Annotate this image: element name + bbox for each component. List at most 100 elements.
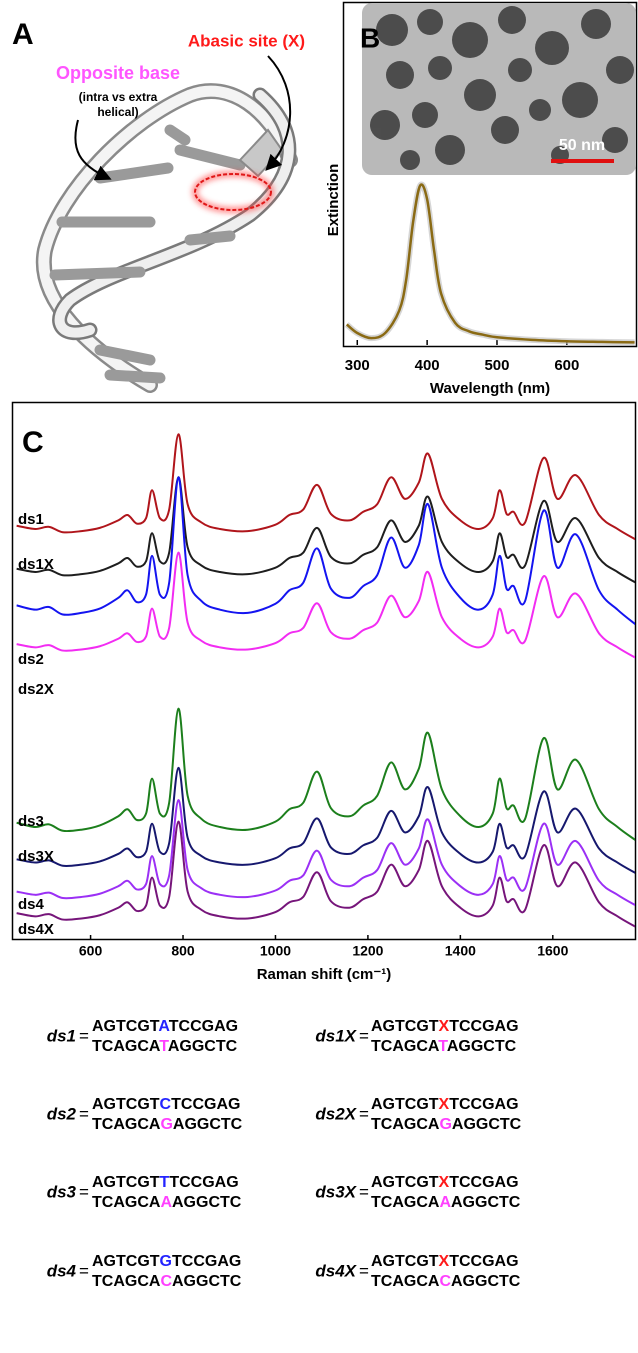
- strand-part: TCCGAG: [171, 1096, 240, 1113]
- strand-part: TCAGCA: [371, 1116, 440, 1133]
- series-label: ds4: [18, 896, 45, 913]
- panel-label: C: [22, 426, 44, 459]
- series-line: [16, 433, 635, 541]
- strand-part: TCCGAG: [449, 1174, 518, 1191]
- strand: AGTCGTXTCCGAG: [371, 1174, 519, 1191]
- dna-illustration: [35, 55, 298, 393]
- line-shadow: [344, 181, 635, 346]
- strand-part: AGTCGT: [371, 1174, 439, 1191]
- strand: TCAGCAAAGGCTC: [371, 1194, 521, 1211]
- strand-part: TCAGCA: [92, 1273, 161, 1290]
- x-tick-label: 500: [484, 357, 509, 374]
- x-tick-label: 1400: [445, 943, 476, 959]
- series-line: [16, 707, 635, 841]
- series-label: ds4X: [18, 921, 54, 938]
- equals-sign: =: [359, 1261, 369, 1280]
- x-axis-title: Wavelength (nm): [430, 380, 550, 397]
- sequence-name: ds3X: [315, 1182, 357, 1201]
- annotation: Opposite base: [56, 63, 180, 83]
- strand-part: AGGCTC: [172, 1273, 242, 1290]
- strand-part: A: [439, 1194, 451, 1211]
- series-label: ds1X: [18, 556, 54, 573]
- strand-part: AGTCGT: [92, 1018, 160, 1035]
- series-line: [16, 476, 635, 584]
- panel-label: A: [12, 18, 34, 51]
- strand-part: AGTCGT: [371, 1018, 439, 1035]
- strand-part: AGGCTC: [168, 1038, 238, 1055]
- strand-part: X: [439, 1253, 450, 1270]
- sequence-name: ds1X: [315, 1026, 357, 1045]
- strand: AGTCGTXTCCGAG: [371, 1018, 519, 1035]
- strand-part: AGGCTC: [172, 1194, 242, 1211]
- strand-part: TCAGCA: [92, 1116, 161, 1133]
- strand-part: AGTCGT: [92, 1096, 160, 1113]
- strand-part: C: [160, 1273, 172, 1290]
- strand-part: TCAGCA: [92, 1194, 161, 1211]
- strand: TCAGCACAGGCTC: [92, 1273, 242, 1290]
- backbone: [54, 90, 294, 338]
- sequence-name: ds3: [47, 1182, 77, 1201]
- strand-part: X: [439, 1096, 450, 1113]
- sequence-name: ds1: [47, 1026, 76, 1045]
- strand: TCAGCAAAGGCTC: [92, 1194, 242, 1211]
- strand-part: AGTCGT: [371, 1096, 439, 1113]
- strand-part: TCCGAG: [449, 1253, 518, 1270]
- series-label: ds2X: [18, 681, 54, 698]
- x-tick-label: 600: [79, 943, 103, 959]
- strand-part: C: [439, 1273, 451, 1290]
- strand-part: TCCGAG: [169, 1174, 238, 1191]
- x-tick-label: 1200: [352, 943, 383, 959]
- series-label: ds2: [18, 651, 44, 668]
- strand-part: TCCGAG: [449, 1018, 518, 1035]
- strand-part: AGTCGT: [92, 1253, 160, 1270]
- strand: AGTCGTATCCGAG: [92, 1018, 238, 1035]
- panel-frame: [11, 401, 637, 941]
- sequence-name: ds4X: [315, 1261, 357, 1280]
- annotation: Abasic site (X): [188, 31, 305, 50]
- strand: TCAGCATAGGCTC: [371, 1038, 517, 1055]
- y-axis-title: Extinction: [325, 164, 342, 237]
- series-line: [16, 551, 635, 659]
- strand: TCAGCATAGGCTC: [92, 1038, 238, 1055]
- strand-part: TCAGCA: [371, 1038, 440, 1055]
- panel-label: B: [360, 22, 380, 53]
- strand-part: TCCGAG: [449, 1096, 518, 1113]
- annotation: helical): [97, 105, 138, 119]
- strand: AGTCGTGTCCGAG: [92, 1253, 241, 1270]
- strand-part: C: [160, 1096, 172, 1113]
- sequence-name: ds2: [47, 1104, 77, 1123]
- x-tick-label: 1000: [260, 943, 291, 959]
- series-label: ds3X: [18, 848, 54, 865]
- strand-part: TCAGCA: [371, 1273, 440, 1290]
- equals-sign: =: [79, 1261, 89, 1280]
- strand-part: X: [439, 1018, 450, 1035]
- series-line: [345, 183, 635, 344]
- strand-part: AGGCTC: [451, 1273, 521, 1290]
- strand: AGTCGTCTCCGAG: [92, 1096, 240, 1113]
- strand-part: AGTCGT: [371, 1253, 439, 1270]
- sequence-name: ds4: [47, 1261, 77, 1280]
- equals-sign: =: [79, 1104, 89, 1123]
- x-tick-label: 1600: [537, 943, 568, 959]
- strand-part: A: [158, 1018, 170, 1035]
- strand-part: TCCGAG: [169, 1018, 238, 1035]
- strand-part: T: [159, 1038, 169, 1055]
- strand-part: G: [160, 1116, 172, 1133]
- x-tick-label: 600: [554, 357, 579, 374]
- strand-part: G: [439, 1116, 451, 1133]
- tem-image: [362, 3, 636, 175]
- arrow: [74, 119, 112, 181]
- equals-sign: =: [359, 1182, 369, 1201]
- strand-part: G: [160, 1253, 172, 1270]
- strand-part: AGGCTC: [451, 1194, 521, 1211]
- strand: TCAGCACAGGCTC: [371, 1273, 521, 1290]
- strand-part: AGGCTC: [173, 1116, 243, 1133]
- strand-part: T: [438, 1038, 448, 1055]
- series-line: [16, 766, 635, 874]
- strand-part: TCCGAG: [172, 1253, 241, 1270]
- series-label: ds1: [18, 511, 44, 528]
- equals-sign: =: [79, 1026, 89, 1045]
- strand: TCAGCAGAGGCTC: [371, 1116, 522, 1133]
- backbone: [38, 85, 296, 391]
